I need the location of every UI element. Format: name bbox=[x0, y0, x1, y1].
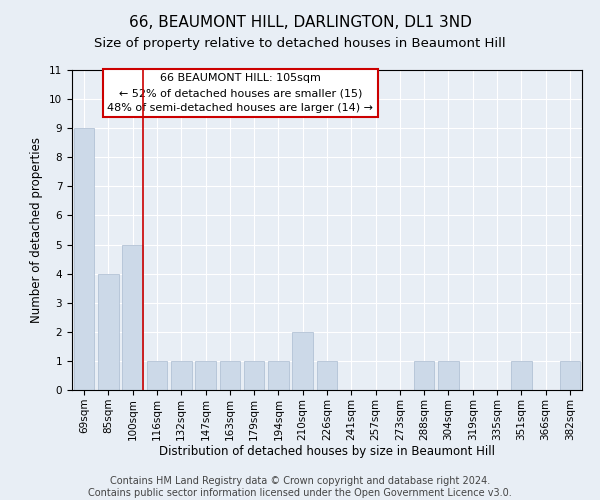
Bar bbox=[244, 361, 265, 390]
Bar bbox=[438, 361, 459, 390]
Bar bbox=[195, 361, 216, 390]
Bar bbox=[292, 332, 313, 390]
Bar bbox=[74, 128, 94, 390]
Bar bbox=[171, 361, 191, 390]
Bar bbox=[98, 274, 119, 390]
Bar bbox=[560, 361, 580, 390]
X-axis label: Distribution of detached houses by size in Beaumont Hill: Distribution of detached houses by size … bbox=[159, 446, 495, 458]
Text: 66 BEAUMONT HILL: 105sqm
← 52% of detached houses are smaller (15)
48% of semi-d: 66 BEAUMONT HILL: 105sqm ← 52% of detach… bbox=[107, 73, 373, 113]
Bar bbox=[317, 361, 337, 390]
Bar bbox=[268, 361, 289, 390]
Text: Contains HM Land Registry data © Crown copyright and database right 2024.
Contai: Contains HM Land Registry data © Crown c… bbox=[88, 476, 512, 498]
Text: Size of property relative to detached houses in Beaumont Hill: Size of property relative to detached ho… bbox=[94, 38, 506, 51]
Bar bbox=[511, 361, 532, 390]
Y-axis label: Number of detached properties: Number of detached properties bbox=[31, 137, 43, 323]
Bar bbox=[146, 361, 167, 390]
Bar bbox=[414, 361, 434, 390]
Bar bbox=[122, 244, 143, 390]
Bar bbox=[220, 361, 240, 390]
Text: 66, BEAUMONT HILL, DARLINGTON, DL1 3ND: 66, BEAUMONT HILL, DARLINGTON, DL1 3ND bbox=[128, 15, 472, 30]
